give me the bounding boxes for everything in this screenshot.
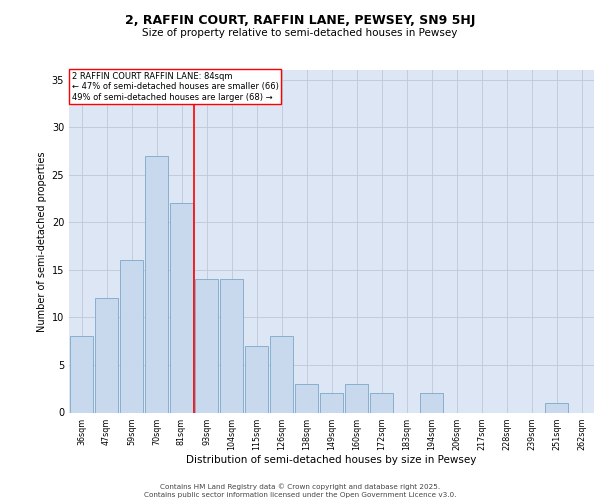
Bar [170, 203, 193, 412]
Bar [145, 156, 168, 412]
Bar [270, 336, 293, 412]
X-axis label: Distribution of semi-detached houses by size in Pewsey: Distribution of semi-detached houses by … [187, 456, 476, 466]
Bar [345, 384, 368, 412]
Bar [420, 394, 443, 412]
Text: 2 RAFFIN COURT RAFFIN LANE: 84sqm
← 47% of semi-detached houses are smaller (66): 2 RAFFIN COURT RAFFIN LANE: 84sqm ← 47% … [71, 72, 278, 102]
Bar [295, 384, 318, 412]
Bar [245, 346, 268, 412]
Bar [320, 394, 343, 412]
Text: 2, RAFFIN COURT, RAFFIN LANE, PEWSEY, SN9 5HJ: 2, RAFFIN COURT, RAFFIN LANE, PEWSEY, SN… [125, 14, 475, 27]
Bar [195, 280, 218, 412]
Y-axis label: Number of semi-detached properties: Number of semi-detached properties [37, 151, 47, 332]
Text: Size of property relative to semi-detached houses in Pewsey: Size of property relative to semi-detach… [142, 28, 458, 38]
Bar [120, 260, 143, 412]
Bar [370, 394, 393, 412]
Bar [70, 336, 93, 412]
Bar [220, 280, 243, 412]
Bar [545, 403, 568, 412]
Text: Contains HM Land Registry data © Crown copyright and database right 2025.
Contai: Contains HM Land Registry data © Crown c… [144, 484, 456, 498]
Bar [95, 298, 118, 412]
